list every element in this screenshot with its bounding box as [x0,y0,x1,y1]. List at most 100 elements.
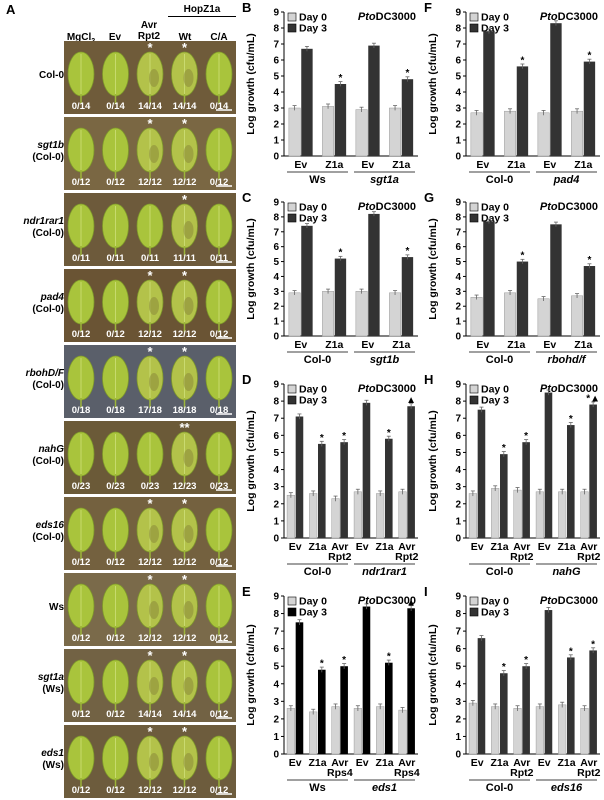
y-tick-label: 5 [273,662,279,673]
hr-count: 17/18 [138,405,162,416]
bar-day3 [407,608,415,754]
group-label: Col-0 [304,354,332,366]
bar-day3 [567,657,575,754]
bar-day0 [513,708,522,755]
leaf-lesion [183,297,194,315]
hr-count: 0/12 [72,709,91,720]
y-tick-label: 7 [273,627,279,638]
bar-day0 [535,491,544,539]
y-tick-label: 5 [455,72,461,83]
bar-day0 [331,498,340,539]
y-axis-label: Log growth (cfu/mL) [245,218,257,319]
hr-count: 0/12 [210,557,229,568]
chart-title-italic: Pto [358,201,376,213]
group-label: Col-0 [486,566,514,578]
group-label: nahG [552,566,581,578]
bar-day0 [389,107,402,157]
chart-title-italic: Pto [540,201,558,213]
y-tick-label: 2 [273,714,279,725]
hr-count: 0/12 [106,709,125,720]
row-label-background: (Col-0) [32,228,64,239]
y-tick-label: 7 [455,227,461,238]
y-tick-label: 8 [455,212,461,223]
hr-count: 0/12 [210,329,229,340]
chart-title: PtoDC3000 [358,595,416,607]
bar-day3 [301,48,313,156]
row-label-background: (Ws) [42,760,64,771]
bar-day0 [398,709,407,755]
x-tick-label: Rpt2 [510,551,533,563]
x-tick-label: Z1a [392,339,410,351]
bar-day3 [362,606,371,754]
x-tick-label: Z1a [308,541,326,553]
significance-mark: * [342,431,346,442]
group-label: Ws [309,174,326,186]
row-label: eds1 (Ws) [2,748,64,772]
bar-day0 [513,489,522,539]
hr-star: * [182,572,188,587]
hr-count: 0/23 [106,481,125,492]
leaf-row-9: 0/12 0/12 * 14/14 * 14/14 0/12 [64,648,236,722]
legend-label: Day 0 [299,384,327,396]
bar-day3 [301,225,313,336]
panel-label-a: A [6,2,16,17]
bar-day0 [504,110,517,157]
hr-count: 0/12 [106,785,125,796]
legend-label: Day 3 [299,607,327,619]
chart-title: PtoDC3000 [540,595,598,607]
y-axis-label: Log growth (cfu/mL) [427,33,439,134]
y-tick-label: 8 [455,24,461,35]
y-tick-label: 0 [273,750,279,761]
chart-title-rest: DC3000 [558,201,598,213]
x-tick-label: Avr [331,757,348,769]
legend-swatch [287,12,297,22]
bar-day0 [535,706,544,755]
legend-swatch [469,202,479,212]
group-label: Col-0 [486,174,514,186]
chart-title: PtoDC3000 [540,383,598,395]
y-tick-label: 5 [273,72,279,83]
hr-count: 12/12 [138,785,162,796]
legend-label: Day 0 [481,202,509,214]
x-tick-label: Rpt2 [328,551,351,563]
hr-count: 0/18 [72,405,91,416]
significance-mark: * [502,443,506,454]
leaf-lesion [183,221,194,239]
legend-swatch [287,384,297,394]
y-tick-label: 8 [273,24,279,35]
bar-day3 [334,84,347,156]
hr-star: * [182,268,188,283]
significance-mark: * [338,248,342,259]
bar-day3 [516,261,529,336]
chart-title: PtoDC3000 [358,383,416,395]
hr-count: 14/14 [173,709,197,720]
bar-day0 [580,491,589,539]
x-tick-label: Rps4 [394,767,420,779]
y-tick-label: 6 [273,644,279,655]
legend-label: Day 0 [481,384,509,396]
y-tick-label: 2 [273,499,279,510]
bar-day0 [355,109,368,157]
col-header-group-hopz1a: HopZ1a [168,4,236,17]
x-tick-label: Avr [331,541,348,553]
chart-title-italic: Pto [540,11,558,23]
hr-star: * [182,116,188,131]
hr-count: 12/12 [138,329,162,340]
y-tick-label: 4 [273,272,279,283]
y-tick-label: 2 [455,120,461,131]
panel-label: B [242,0,251,15]
row-label-genotype: sgt1b [37,140,64,151]
chart-title-italic: Pto [358,11,376,23]
leaf-lesion [149,297,159,315]
y-tick-label: 1 [273,317,279,328]
row-label-genotype: ndr1rar1 [23,216,64,227]
hr-count: 12/12 [138,177,162,188]
y-tick-label: 3 [455,697,461,708]
hr-count: 14/14 [173,101,197,112]
hr-count: 12/23 [173,481,197,492]
significance-mark: * [520,55,524,66]
hr-count: 0/12 [210,785,229,796]
y-tick-label: 6 [455,644,461,655]
legend-swatch [287,607,297,617]
